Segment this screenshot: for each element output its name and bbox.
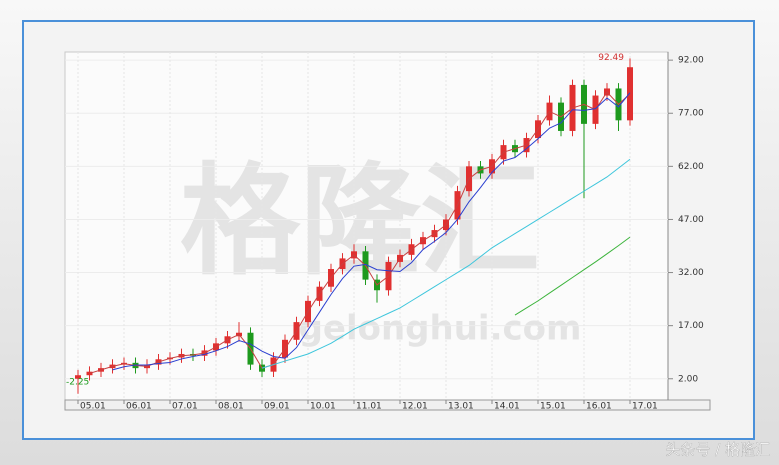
watermark: 格隆汇 [180,153,540,292]
footer: 头条号 / 格隆汇 [665,441,770,459]
x-tick-label: 06.01 [126,402,152,412]
x-axis-bar [64,399,711,411]
x-tick-label: 16.01 [586,402,612,412]
watermark-url: gelonghui.com [299,309,582,349]
moving-average-line [89,91,631,374]
min-label: -2.25 [66,377,89,387]
x-tick-label: 08.01 [218,402,244,412]
x-tick-label: 10.01 [310,402,336,412]
moving-average-line [261,158,631,369]
candle-body [75,375,81,379]
x-tick-label: 07.01 [172,402,198,412]
x-tick-label: 14.01 [494,402,520,412]
y-tick-label: 2.00 [678,374,698,384]
moving-average-line [112,92,631,371]
x-tick-label: 13.01 [448,402,474,412]
max-label: 92.49 [598,53,624,63]
x-tick-label: 15.01 [540,402,566,412]
y-tick-label: 92.00 [678,56,704,66]
x-tick-label: 05.01 [80,402,106,412]
y-tick-label: 32.00 [678,268,704,278]
x-tick-label: 11.01 [356,402,382,412]
y-tick-label: 17.00 [678,321,704,331]
plot-area [64,51,669,401]
x-tick-label: 09.01 [264,402,290,412]
y-tick-label: 47.00 [678,215,704,225]
x-tick-label: 12.01 [402,402,428,412]
candle-body [627,67,633,121]
y-tick-label: 62.00 [678,162,704,172]
x-tick-label: 17.01 [632,402,658,412]
moving-average-line [514,236,631,316]
y-tick-label: 77.00 [678,109,704,119]
